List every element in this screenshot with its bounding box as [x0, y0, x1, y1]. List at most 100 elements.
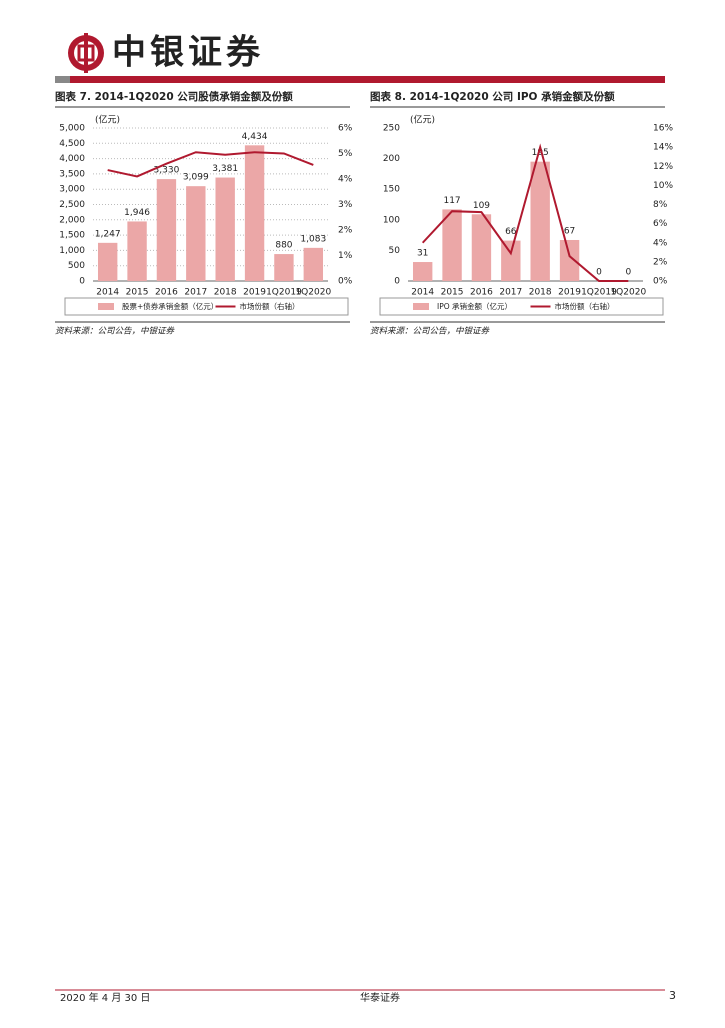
x-tick-label: 1Q2019	[581, 288, 617, 298]
bar	[186, 186, 206, 281]
y-tick-label: 250	[383, 124, 400, 134]
x-tick-label: 2018	[529, 288, 552, 298]
bar	[215, 177, 235, 281]
bar	[274, 254, 294, 281]
line-series	[421, 143, 629, 282]
y2-tick-label: 2%	[338, 226, 353, 236]
header-bar	[55, 76, 665, 83]
legend-box	[64, 297, 349, 316]
x-tick-label: 2018	[214, 288, 237, 298]
data-label: 195	[532, 148, 549, 158]
bar	[559, 239, 580, 281]
y2-tick-label: 6%	[653, 219, 668, 229]
y2-tick-label: 3%	[338, 200, 353, 210]
data-label: 0	[625, 268, 631, 278]
unit-label: (亿元)	[95, 114, 120, 126]
x-tick-label: 1Q2019	[266, 288, 302, 298]
x-tick-label: 2017	[499, 288, 522, 298]
bar	[471, 214, 492, 281]
legend-box	[379, 297, 664, 316]
data-label: 1,083	[300, 234, 326, 244]
data-label: 109	[473, 201, 490, 211]
bar	[244, 145, 265, 281]
x-tick-label: 2019	[243, 288, 266, 298]
logo	[68, 33, 104, 73]
y-tick-label: 50	[389, 246, 401, 256]
data-label: 3,099	[183, 173, 209, 183]
x-tick-label: 2014	[411, 288, 434, 298]
legend-label: 市场份额（右轴）	[555, 301, 615, 311]
y-tick-label: 0	[79, 277, 85, 287]
y2-tick-label: 4%	[338, 175, 353, 185]
data-label: 1,946	[124, 208, 150, 218]
data-label: 66	[505, 227, 517, 237]
y-tick-label: 4,500	[59, 139, 85, 149]
data-label: 1,247	[95, 229, 121, 239]
x-tick-label: 2019	[558, 288, 581, 298]
x-tick-label: 2015	[126, 288, 149, 298]
y2-tick-label: 10%	[653, 181, 673, 191]
y2-tick-label: 5%	[338, 149, 353, 159]
bar	[412, 262, 433, 281]
unit-label: (亿元)	[410, 114, 435, 126]
y-tick-label: 3,000	[59, 185, 85, 195]
y-tick-label: 4,000	[59, 154, 85, 164]
y2-tick-label: 0%	[338, 277, 353, 287]
legend-label: 市场份额（右轴）	[240, 301, 300, 311]
line-series	[107, 151, 314, 178]
legend-swatch	[413, 303, 429, 310]
y2-tick-label: 6%	[338, 124, 353, 134]
x-tick-label: 1Q2020	[295, 288, 331, 298]
y2-tick-label: 16%	[653, 124, 673, 134]
bar	[127, 221, 147, 281]
y2-tick-label: 12%	[653, 162, 673, 172]
chart-title: 图表 8. 2014-1Q2020 公司 IPO 承销金额及份额	[370, 90, 615, 103]
legend-label: 股票+债券承销金额（亿元）	[122, 301, 218, 311]
data-label: 0	[596, 268, 602, 278]
data-label: 880	[275, 241, 292, 251]
y2-tick-label: 4%	[653, 238, 668, 248]
data-label: 4,434	[242, 132, 268, 142]
y2-tick-label: 8%	[653, 200, 668, 210]
y-tick-label: 5,000	[59, 124, 85, 134]
footer-page: 3	[669, 989, 676, 1002]
data-label: 3,381	[212, 164, 238, 174]
x-tick-label: 1Q2020	[610, 288, 646, 298]
y2-tick-label: 14%	[653, 143, 673, 153]
legend-label: IPO 承销金额（亿元）	[437, 301, 512, 311]
x-tick-label: 2015	[441, 288, 464, 298]
bar	[156, 179, 177, 281]
x-tick-label: 2016	[155, 288, 178, 298]
y-tick-label: 2,500	[59, 200, 85, 210]
y2-tick-label: 1%	[338, 251, 353, 261]
bar	[501, 240, 521, 281]
bar	[303, 247, 324, 281]
data-label: 117	[443, 196, 460, 206]
x-tick-label: 2016	[470, 288, 493, 298]
y-tick-label: 2,000	[59, 215, 85, 225]
source: 资料来源：公司公告，中银证券	[55, 326, 176, 337]
footer-date: 2020 年 4 月 30 日	[60, 991, 150, 1004]
chart-title: 图表 7. 2014-1Q2020 公司股债承销金额及份额	[55, 90, 293, 103]
y2-tick-label: 0%	[653, 277, 668, 287]
legend-swatch	[98, 303, 114, 310]
bar	[530, 161, 550, 281]
y2-tick-label: 2%	[653, 257, 668, 267]
y-tick-label: 100	[383, 215, 400, 225]
logo-text: 中银证券	[112, 33, 264, 73]
data-label: 31	[417, 249, 428, 259]
data-label: 3,330	[154, 166, 180, 176]
y-tick-label: 0	[394, 277, 400, 287]
bar	[442, 209, 462, 281]
header-bar-accent	[55, 76, 70, 83]
y-tick-label: 1,500	[59, 231, 85, 241]
data-label: 67	[564, 226, 575, 236]
y-tick-label: 3,500	[59, 169, 85, 179]
y-tick-label: 1,000	[59, 246, 85, 256]
x-tick-label: 2014	[96, 288, 119, 298]
source: 资料来源：公司公告，中银证券	[370, 326, 491, 337]
y-tick-label: 150	[383, 185, 400, 195]
bar	[97, 242, 118, 281]
y-tick-label: 200	[383, 154, 400, 164]
